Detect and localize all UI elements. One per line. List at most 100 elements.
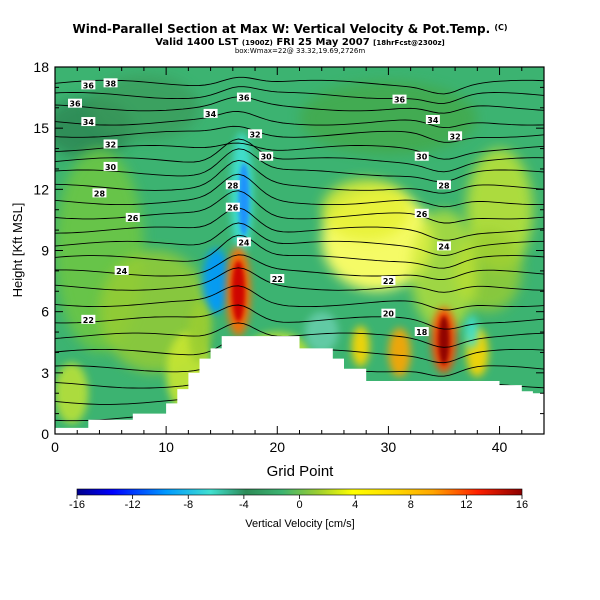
colorbar-tick-label: 16 xyxy=(516,499,528,511)
colorbar-tick-label: -8 xyxy=(183,499,193,511)
isentrope-line xyxy=(55,111,544,129)
colorbar-tick-label: -12 xyxy=(125,499,141,511)
x-tick-label: 0 xyxy=(51,439,59,455)
colorbar-tick-label: 0 xyxy=(296,499,302,511)
x-tick-label: 30 xyxy=(381,439,397,455)
isentrope-line xyxy=(55,285,544,311)
x-tick-label: 20 xyxy=(269,439,285,455)
isentrope-line xyxy=(55,322,544,348)
isentrope-label: 26 xyxy=(125,212,140,223)
colorbar-ticks: -16 -12 -8 -4 0 4 8 12 16 xyxy=(69,495,528,511)
shading-patch xyxy=(55,362,89,424)
colorbar-tick-label: -16 xyxy=(69,499,85,511)
svg-text:26: 26 xyxy=(416,210,428,219)
y-tick-label: 9 xyxy=(41,243,49,259)
svg-text:34: 34 xyxy=(427,116,439,125)
shading-patch xyxy=(321,179,411,241)
isentrope-line xyxy=(55,254,544,280)
isentrope-label: 36 xyxy=(236,92,251,103)
svg-text:22: 22 xyxy=(383,277,394,286)
chart-subtitle: Valid 1400 LST (1900Z) FRI 25 May 2007 [… xyxy=(155,37,445,48)
svg-text:28: 28 xyxy=(227,181,239,190)
svg-text:30: 30 xyxy=(261,153,273,162)
svg-text:24: 24 xyxy=(238,238,250,247)
isentrope-label: 32 xyxy=(248,129,263,139)
y-tick-label: 15 xyxy=(33,120,49,136)
colorbar-tick-label: 12 xyxy=(460,499,472,511)
y-tick-label: 3 xyxy=(41,365,49,381)
isentrope-line xyxy=(55,304,544,330)
shading-patch xyxy=(299,81,478,155)
shading-patch xyxy=(410,209,478,333)
isentrope-label: 36 xyxy=(81,80,96,90)
isentrope-label: 28 xyxy=(436,180,451,190)
svg-text:36: 36 xyxy=(394,96,406,105)
shading-patch xyxy=(88,75,200,141)
svg-text:32: 32 xyxy=(450,132,461,141)
y-tick-label: 12 xyxy=(33,181,49,197)
svg-text:24: 24 xyxy=(438,242,450,251)
isentrope-label: 22 xyxy=(81,314,96,325)
shading-patch xyxy=(188,301,211,363)
isentrope-line xyxy=(55,138,544,173)
isentrope-label: 28 xyxy=(92,188,107,198)
shading-patch xyxy=(238,162,250,237)
svg-text:22: 22 xyxy=(272,275,283,284)
isentrope-label: 36 xyxy=(392,94,407,105)
colorbar-label: Vertical Velocity [cm/s] xyxy=(245,518,354,530)
colorbar-tick-label: 4 xyxy=(352,499,358,511)
isentrope-line xyxy=(55,173,544,208)
svg-text:38: 38 xyxy=(105,79,117,88)
isentrope-line xyxy=(55,76,544,95)
svg-text:32: 32 xyxy=(105,140,116,149)
chart-subtitle-box: box:Wmax=22@ 33.32,19.69,2726m xyxy=(235,47,366,55)
terrain xyxy=(55,336,544,434)
svg-text:34: 34 xyxy=(83,118,95,127)
isentrope-label: 20 xyxy=(381,308,396,319)
isentrope-label: 26 xyxy=(225,202,240,213)
svg-text:30: 30 xyxy=(416,153,428,162)
isentrope-label: 32 xyxy=(448,131,463,141)
colorbar-tick-label: -4 xyxy=(239,499,249,511)
svg-text:22: 22 xyxy=(83,316,94,325)
shading-patch xyxy=(465,315,479,349)
svg-text:34: 34 xyxy=(205,110,217,119)
isentrope-label: 36 xyxy=(68,98,83,109)
shading-patch xyxy=(305,311,339,353)
shading-patch xyxy=(388,327,411,377)
colorbar xyxy=(76,488,523,496)
x-tick-label: 10 xyxy=(158,439,174,455)
isentrope-label: 22 xyxy=(270,274,285,284)
isentrope-label: 32 xyxy=(103,139,118,149)
isentrope-line xyxy=(55,142,544,160)
isentrope-line xyxy=(55,207,544,241)
x-tick-label: 40 xyxy=(492,439,508,455)
isentrope-label: 34 xyxy=(81,117,96,127)
y-tick-label: 0 xyxy=(41,426,49,442)
isentrope-label: 24 xyxy=(236,237,251,247)
svg-text:24: 24 xyxy=(116,267,128,276)
y-axis: 0 36 9 12 15 18 xyxy=(33,59,544,442)
isentrope-line xyxy=(55,86,544,104)
isentrope-label: 34 xyxy=(203,108,218,119)
y-axis-label: Height [Kft MSL] xyxy=(10,203,25,298)
plot-area: 36 38363432302826242236343230282624223634… xyxy=(55,67,544,434)
isentrope-label: 26 xyxy=(414,208,429,219)
isentrope-label: 24 xyxy=(436,241,451,251)
svg-text:28: 28 xyxy=(438,181,450,190)
y-tick-label: 18 xyxy=(33,59,49,75)
isentrope-line xyxy=(55,222,544,257)
isentrope-label: 34 xyxy=(425,115,440,125)
svg-text:36: 36 xyxy=(69,100,81,109)
isentrope-label: 24 xyxy=(114,265,129,276)
svg-text:36: 36 xyxy=(83,81,95,90)
svg-text:20: 20 xyxy=(383,310,395,319)
isentrope-label: 18 xyxy=(414,327,429,337)
isentrope-label: 38 xyxy=(103,78,118,88)
svg-text:28: 28 xyxy=(94,189,106,198)
isentrope-line xyxy=(55,148,544,183)
shading-patch xyxy=(438,315,450,365)
x-axis-label: Grid Point xyxy=(267,463,335,480)
svg-text:30: 30 xyxy=(105,163,117,172)
